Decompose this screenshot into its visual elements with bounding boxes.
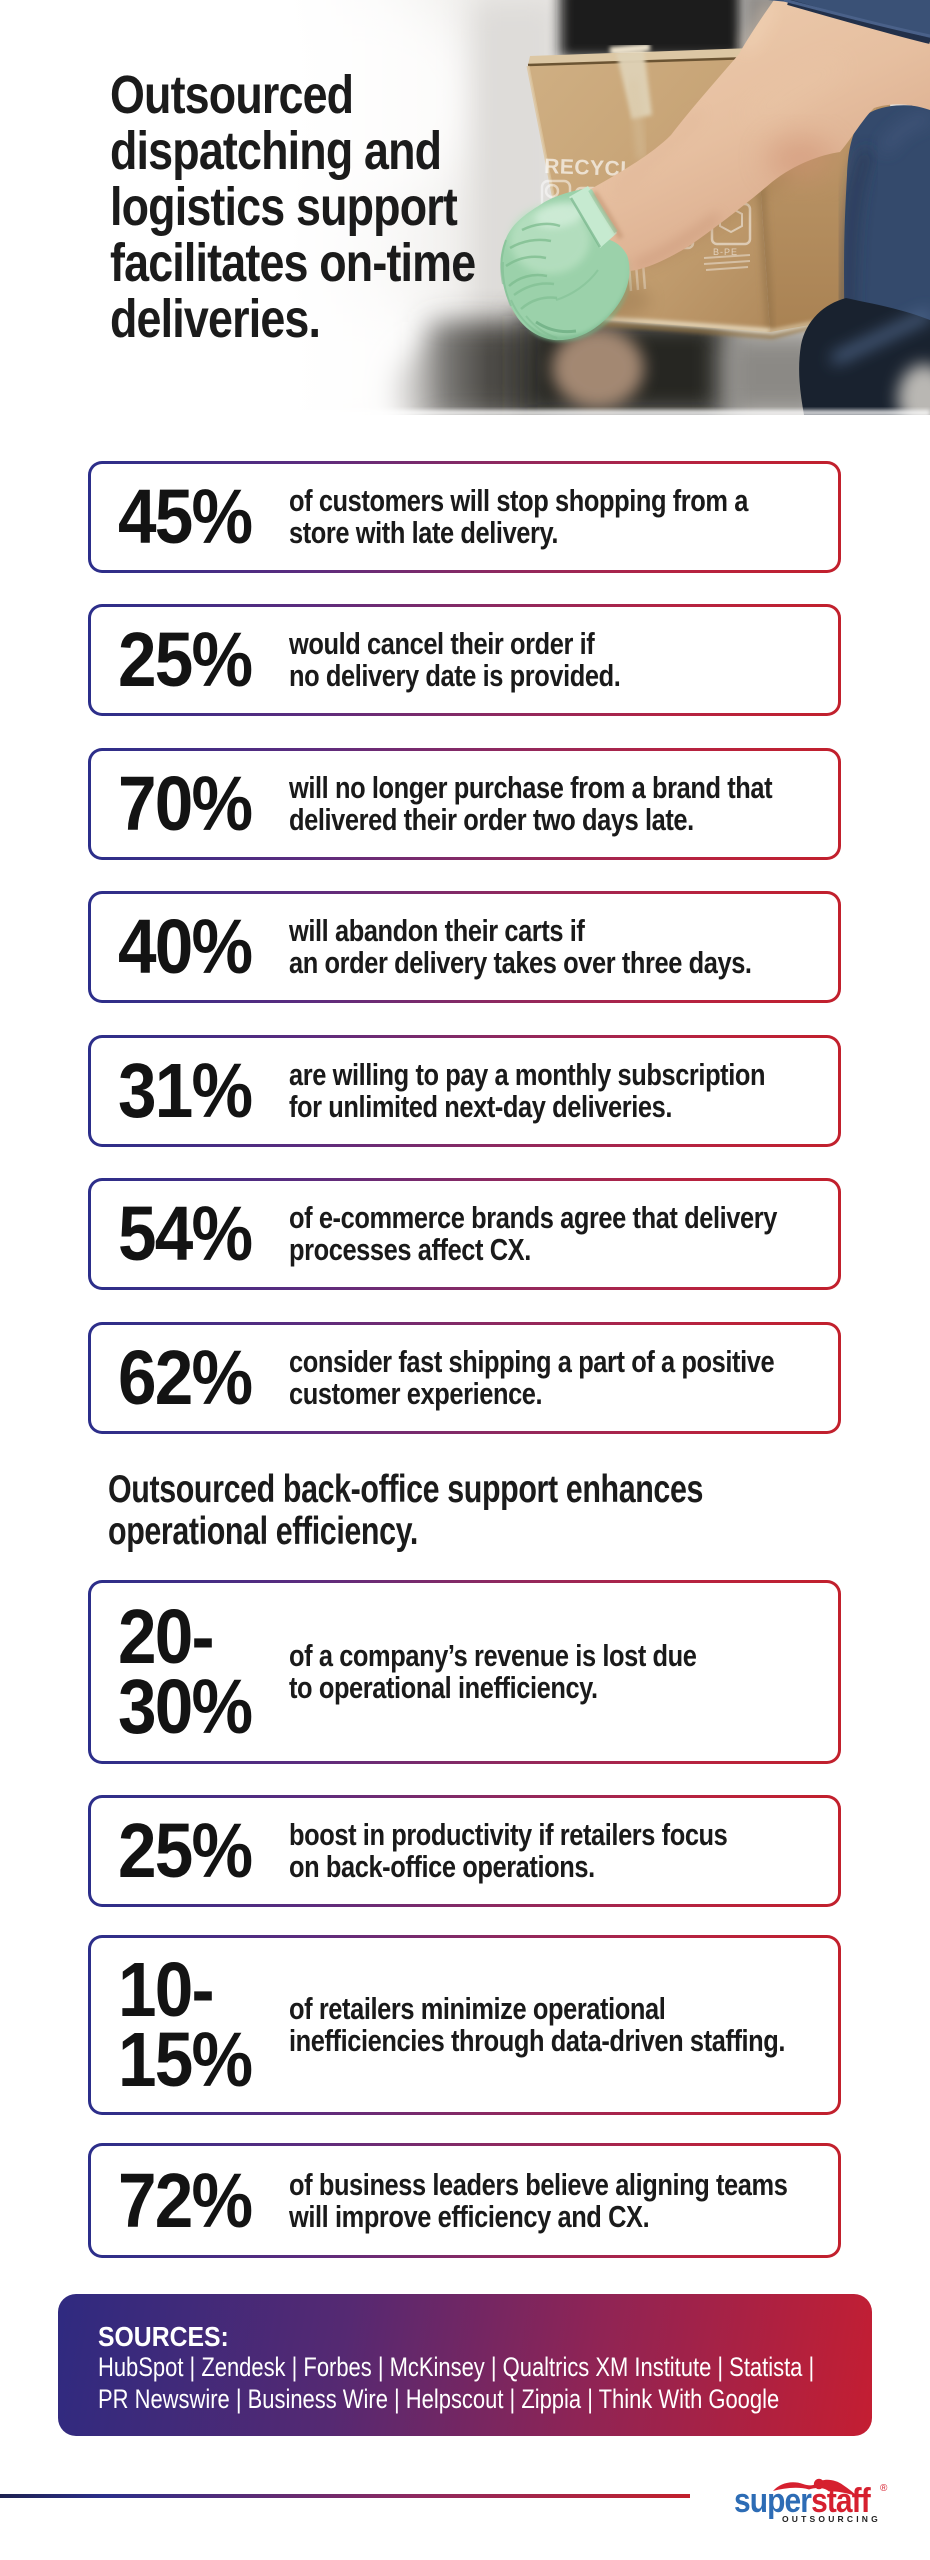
svg-text:OUTSOURCING: OUTSOURCING [782, 2514, 881, 2524]
svg-text:B-PE: B-PE [713, 247, 738, 257]
svg-text:superstaff: superstaff [734, 2481, 871, 2519]
svg-text:®: ® [880, 2483, 888, 2494]
